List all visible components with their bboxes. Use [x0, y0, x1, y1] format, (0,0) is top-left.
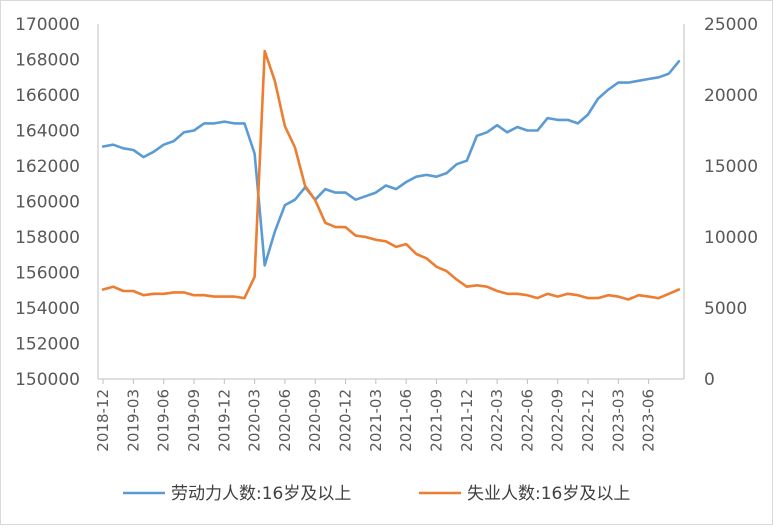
y-left-tick-label: 152000: [15, 335, 80, 355]
x-tick-label: 2020-09: [306, 389, 324, 452]
y-left-tick-label: 162000: [15, 157, 80, 177]
y-left-tick-label: 170000: [15, 15, 80, 35]
y-left-tick-label: 150000: [15, 370, 80, 390]
x-tick-label: 2021-06: [397, 389, 415, 452]
x-tick-label: 2019-03: [124, 389, 142, 452]
x-tick-label: 2021-09: [427, 389, 445, 452]
y-left-tick-label: 166000: [15, 86, 80, 106]
y-left-tick-label: 160000: [15, 193, 80, 213]
x-tick-label: 2018-12: [94, 389, 112, 452]
x-tick-label: 2022-06: [518, 389, 536, 452]
y-left-tick-label: 168000: [15, 51, 80, 71]
x-tick-label: 2022-03: [488, 389, 506, 452]
x-tick-label: 2020-06: [276, 389, 294, 452]
x-tick-label: 2021-12: [458, 389, 476, 452]
x-tick-label: 2022-09: [549, 389, 567, 452]
x-tick-label: 2019-06: [155, 389, 173, 452]
x-tick-label: 2019-09: [185, 389, 203, 452]
series-line-1: [101, 59, 681, 267]
y-left-tick-label: 158000: [15, 228, 80, 248]
y-left-tick-label: 164000: [15, 122, 80, 142]
y-left-tick-label: 154000: [15, 299, 80, 319]
x-tick-label: 2023-03: [609, 389, 627, 452]
y-right-tick-label: 20000: [704, 86, 758, 106]
x-tick-label: 2020-03: [246, 389, 264, 452]
x-tick-label: 2020-12: [337, 389, 355, 452]
legend-label-2: 失业人数:16岁及以上: [467, 484, 630, 504]
x-tick-labels: 2018-12 2019-03 2019-06 2019-09 2019-12 2020-…: [94, 389, 658, 452]
x-tick-label: 2019-12: [215, 389, 233, 452]
plot-lines: [101, 49, 681, 301]
y-right-tick-label: 0: [704, 370, 715, 390]
axes: [97, 24, 685, 384]
x-tick-label: 2022-12: [579, 389, 597, 452]
x-tick-label: 2021-03: [367, 389, 385, 452]
legend: 劳动力人数:16岁及以上 失业人数:16岁及以上: [123, 484, 630, 504]
y-right-tick-label: 10000: [704, 228, 758, 248]
series-line-2: [101, 49, 681, 301]
y-left-tick-labels: 150000 152000 154000 156000 158000 160000 1620…: [15, 15, 80, 390]
legend-label-1: 劳动力人数:16岁及以上: [171, 484, 351, 504]
y-right-tick-label: 5000: [704, 299, 747, 319]
y-right-tick-label: 15000: [704, 157, 758, 177]
y-right-tick-labels: 0 5000 10000 15000 20000 25000: [704, 15, 758, 390]
y-right-tick-label: 25000: [704, 15, 758, 35]
y-left-tick-label: 156000: [15, 264, 80, 284]
x-tick-label: 2023-06: [640, 389, 658, 452]
